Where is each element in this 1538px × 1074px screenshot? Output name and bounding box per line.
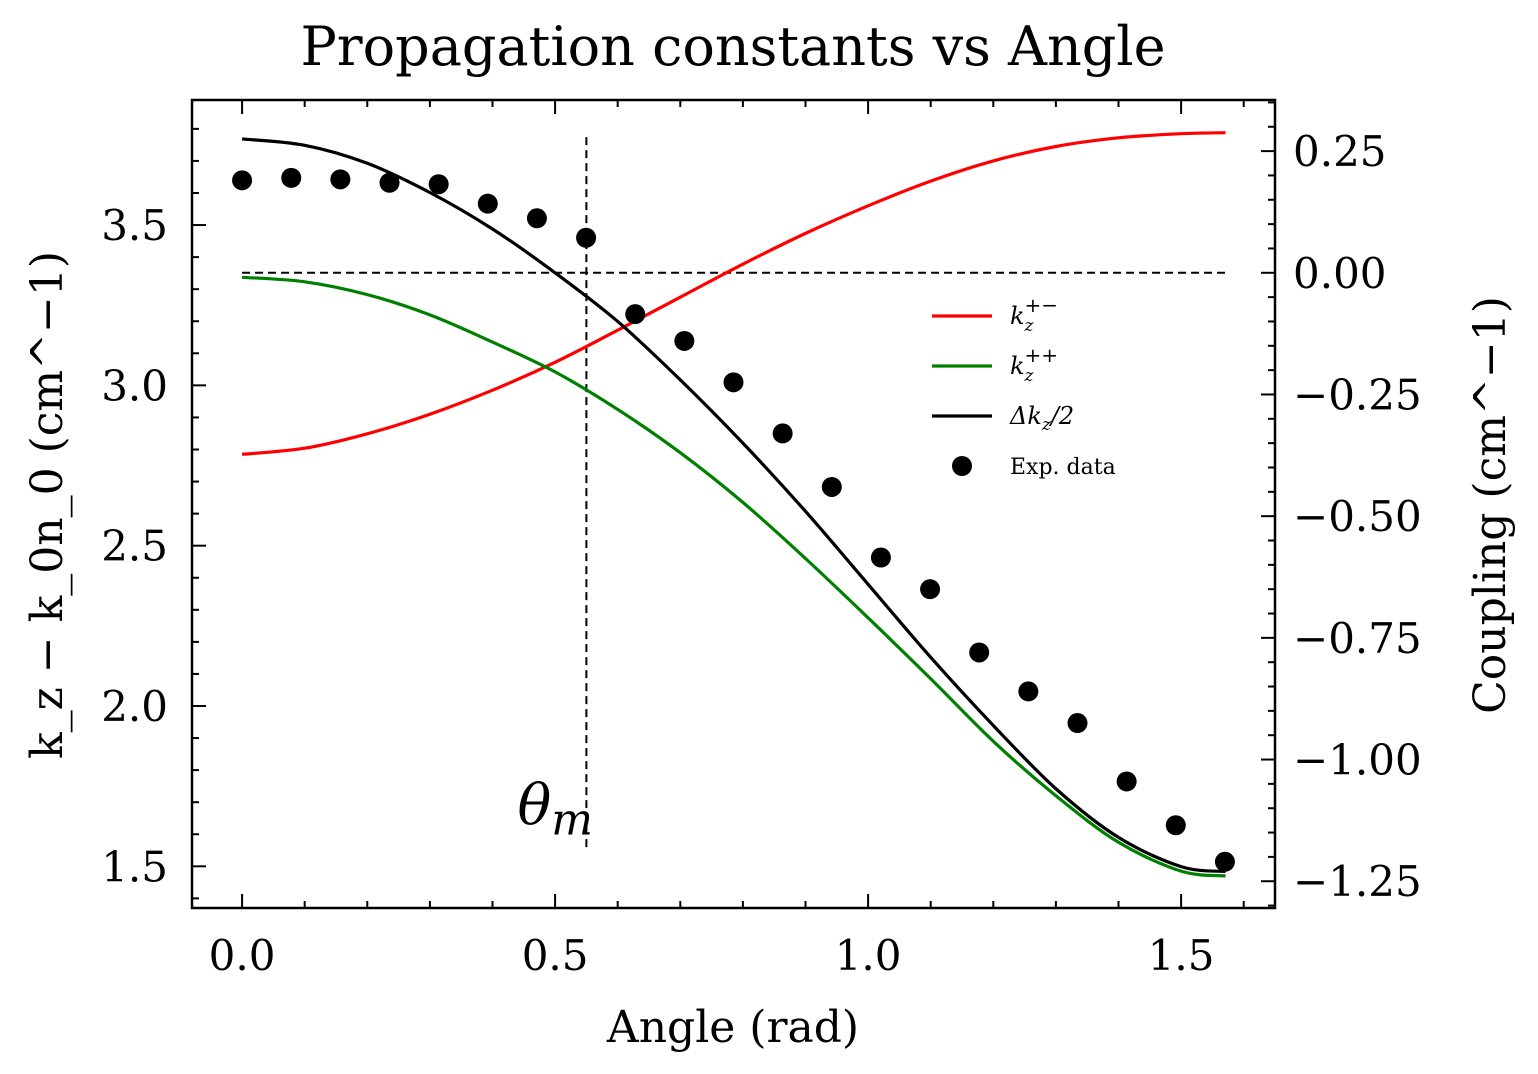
plot-area: θm (232, 131, 1235, 878)
data-point (1116, 771, 1137, 792)
x-axis-label: Angle (rad) (606, 1002, 859, 1053)
data-point (674, 330, 695, 351)
series-line-2 (241, 137, 1226, 874)
y-right-tick-label: 0.00 (1293, 249, 1387, 298)
data-point (1067, 713, 1088, 734)
legend-item-3: Exp. data (952, 455, 1116, 480)
data-point (379, 172, 400, 193)
y-left-tick-label: 1.5 (101, 842, 168, 891)
y-right-tick-label: −0.50 (1293, 492, 1422, 541)
data-point (969, 642, 990, 663)
data-point (723, 372, 744, 393)
series-line-0 (241, 131, 1226, 456)
y-right-tick-label: 0.25 (1293, 127, 1387, 176)
y-right-tick-label: −1.00 (1293, 736, 1422, 785)
data-point (772, 423, 793, 444)
annotation-theta-m: θm (518, 774, 593, 846)
legend-label: kz+− (1010, 293, 1058, 336)
data-point (821, 476, 842, 497)
plot-frame (190, 98, 1277, 910)
data-point (1214, 851, 1235, 872)
legend-item-1: kz++ (932, 343, 1058, 386)
x-tick-label: 1.5 (1148, 931, 1215, 980)
y-right-tick-label: −0.75 (1293, 614, 1422, 663)
legend-label: kz++ (1010, 343, 1058, 386)
legend-item-2: Δkz/2 (932, 402, 1074, 435)
x-tick-label: 1.0 (835, 931, 902, 980)
data-point (232, 170, 253, 191)
data-point (428, 174, 449, 195)
data-point (477, 193, 498, 214)
y-left-tick-label: 3.5 (101, 201, 168, 250)
axis-ticks: 0.0 0.5 1.0 1.5 1.5 2.0 2.5 3.0 3.5 0.25 0.00 −0.25… (101, 100, 1422, 980)
legend-swatch (952, 456, 972, 476)
legend-label: Exp. data (1010, 455, 1116, 480)
y-axis-left-label: k_z − k_0n_0 (cm^−1) (22, 251, 73, 759)
y-left-tick-label: 3.0 (101, 361, 168, 410)
y-right-tick-label: −0.25 (1293, 370, 1422, 419)
y-left-tick-label: 2.0 (101, 682, 168, 731)
y-right-tick-label: −1.25 (1293, 857, 1422, 906)
legend: kz+− kz++ Δkz/2 Exp. data (932, 293, 1116, 480)
series-line-1 (241, 275, 1226, 878)
data-point (576, 227, 597, 248)
data-point (920, 579, 941, 600)
data-point (870, 547, 891, 568)
data-point (526, 208, 547, 229)
data-point (281, 167, 302, 188)
data-point (1165, 815, 1186, 836)
x-tick-label: 0.5 (522, 931, 589, 980)
x-tick-label: 0.0 (209, 931, 276, 980)
chart-title: Propagation constants vs Angle (300, 15, 1165, 78)
legend-item-0: kz+− (932, 293, 1058, 336)
y-left-tick-label: 2.5 (101, 522, 168, 571)
data-point (1018, 681, 1039, 702)
data-point (625, 304, 646, 325)
data-point (330, 169, 351, 190)
legend-label: Δkz/2 (1009, 402, 1074, 435)
y-axis-right-label: Coupling (cm^−1) (1465, 296, 1516, 714)
